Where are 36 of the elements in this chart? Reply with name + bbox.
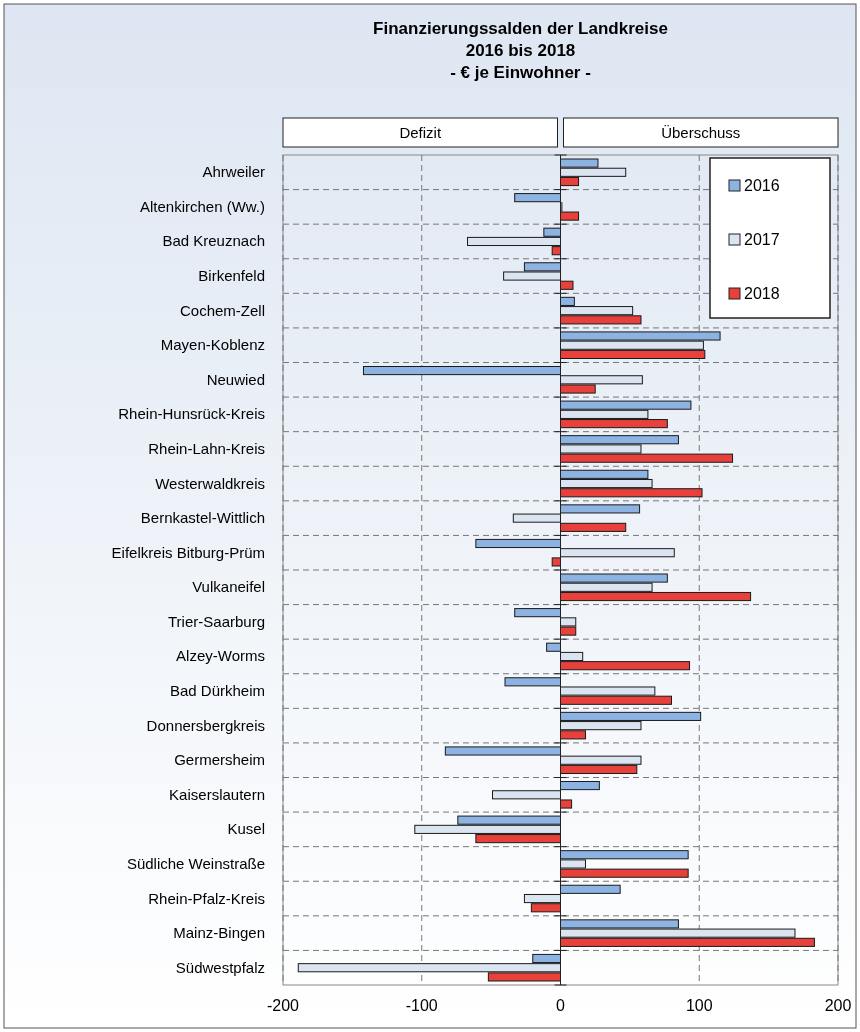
- y-tick-label: Kaiserslautern: [169, 785, 265, 803]
- chart-subtitle: - € je Einwohner -: [450, 63, 591, 82]
- legend-label: 2018: [744, 285, 780, 302]
- x-tick-label: -200: [266, 997, 300, 1014]
- y-tick-label: Donnersbergkreis: [146, 716, 265, 734]
- y-tick-label: Cochem-Zell: [179, 301, 265, 319]
- y-tick-label: Südliche Weinstraße: [126, 854, 265, 872]
- y-tick-label: Ahrweiler: [202, 163, 265, 181]
- y-tick-label: Neuwied: [206, 370, 265, 388]
- x-tick-label: 200: [824, 997, 852, 1014]
- y-tick-label: Trier-Saarburg: [168, 612, 265, 630]
- y-tick-label: Vulkaneifel: [192, 578, 265, 596]
- y-tick-label: Mainz-Bingen: [173, 924, 265, 942]
- y-tick-label: Bernkastel-Wittlich: [140, 509, 265, 527]
- y-tick-label: Mayen-Koblenz: [160, 336, 265, 354]
- y-tick-label: Rhein-Lahn-Kreis: [148, 439, 265, 457]
- y-tick-label: Altenkirchen (Ww.): [139, 197, 265, 215]
- y-tick-label: Alzey-Worms: [176, 647, 265, 665]
- text: Überschuss: [661, 124, 741, 141]
- y-tick-label: Germersheim: [174, 751, 265, 769]
- x-tick-label: 0: [556, 997, 566, 1014]
- y-tick-label: Eifelkreis Bitburg-Prüm: [111, 543, 265, 561]
- y-tick-label: Bad Kreuznach: [162, 232, 265, 250]
- y-tick-label: Kusel: [227, 820, 265, 838]
- y-tick-label: Rhein-Hunsrück-Kreis: [118, 405, 265, 423]
- y-tick-label: Westerwaldkreis: [155, 474, 265, 492]
- y-tick-label: Birkenfeld: [198, 267, 265, 285]
- legend-label: 2017: [744, 231, 780, 248]
- y-tick-label: Südwestpfalz: [175, 958, 265, 976]
- x-tick-label: -100: [405, 997, 438, 1014]
- x-tick-label: 100: [685, 997, 713, 1014]
- y-tick-label: Rhein-Pfalz-Kreis: [148, 889, 265, 907]
- chart-title: Finanzierungssalden der Landkreise 2016 bis 2018: [373, 19, 668, 60]
- text: Defizit: [399, 124, 442, 141]
- legend-label: 2016: [744, 177, 780, 194]
- y-tick-label: Bad Dürkheim: [169, 682, 265, 700]
